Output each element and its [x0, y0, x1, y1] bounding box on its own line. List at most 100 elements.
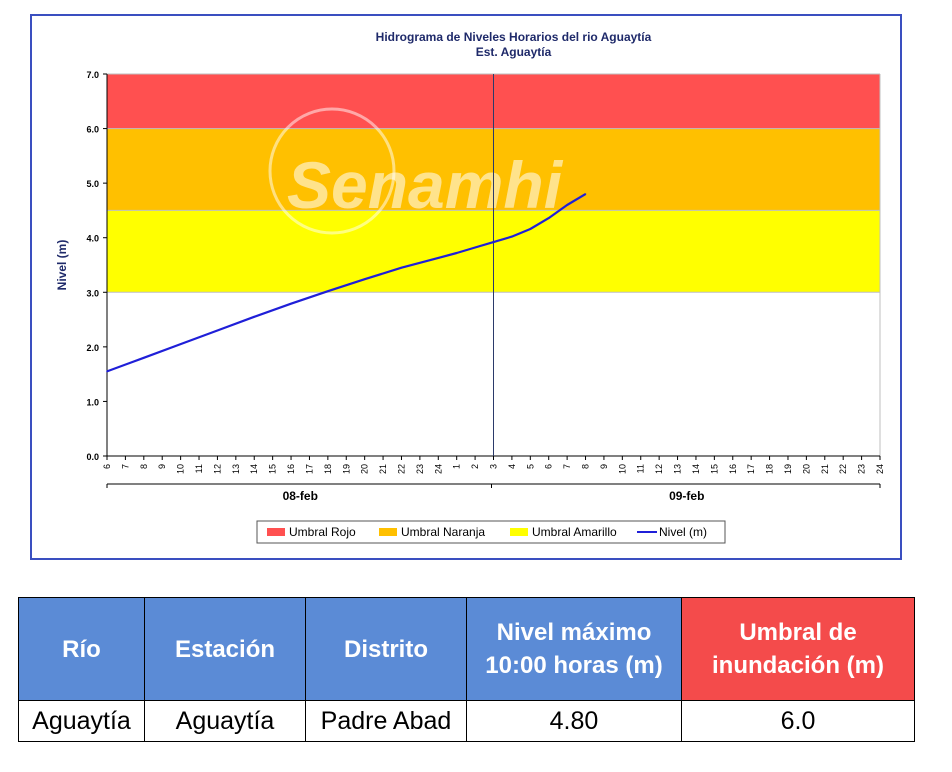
x-tick-label-31: 13 [673, 464, 683, 474]
x-tick-label-19: 1 [452, 464, 462, 469]
header-rio: Río [18, 597, 145, 701]
cell-umbral-inundacion: 6.0 [681, 700, 915, 742]
x-tick-label-27: 9 [599, 464, 609, 469]
series-point-7 [363, 278, 366, 280]
x-tick-label-30: 12 [654, 464, 664, 474]
series-point-12 [492, 241, 495, 243]
y-tick-label-2: 2.0 [86, 343, 99, 353]
x-tick-label-22: 4 [507, 464, 517, 469]
cell-rio: Aguaytía [18, 700, 145, 742]
x-tick-label-25: 7 [562, 464, 572, 469]
x-tick-label-16: 22 [396, 464, 406, 474]
x-tick-label-23: 5 [525, 464, 535, 469]
x-tick-label-2: 8 [139, 464, 149, 469]
x-tick-label-18: 24 [433, 464, 443, 474]
x-tick-label-36: 18 [765, 464, 775, 474]
hydrograph-chart: Senamhi 0.0 1.0 2.0 3.0 4.0 5.0 6.0 7.0 6 7 8 9 10 11 1… [30, 14, 902, 560]
series-point-16 [566, 204, 568, 206]
legend-swatch-2 [510, 528, 528, 536]
x-tick-label-39: 21 [820, 464, 830, 474]
summary-table: Río Estación Distrito Nivel máximo 10:00… [18, 597, 915, 742]
chart-title: Hidrograma de Niveles Horarios del rio A… [376, 30, 652, 44]
x-tick-label-35: 17 [746, 464, 756, 474]
table-row: Aguaytía Aguaytía Padre Abad 4.80 6.0 [18, 700, 915, 742]
x-tick-label-11: 17 [304, 464, 314, 474]
x-tick-label-40: 22 [838, 464, 848, 474]
header-estacion: Estación [144, 597, 306, 701]
cell-nivel-maximo: 4.80 [466, 700, 682, 742]
series-point-15 [547, 217, 550, 219]
series-point-1 [143, 356, 145, 359]
x-tick-label-12: 18 [323, 464, 333, 474]
table-header-row: Río Estación Distrito Nivel máximo 10:00… [18, 597, 915, 701]
watermark-sun-icon [268, 107, 396, 235]
x-tick-label-7: 13 [231, 464, 241, 474]
legend-swatch-1 [379, 528, 397, 536]
x-tick-label-5: 11 [194, 464, 204, 473]
series-point-5 [290, 302, 292, 305]
legend-label-3: Nivel (m) [659, 525, 707, 539]
x-tick-label-3: 9 [157, 464, 167, 469]
series-point-11 [474, 246, 476, 249]
x-tick-label-13: 19 [341, 464, 351, 474]
x-tick-label-6: 12 [212, 464, 222, 474]
series-line-nivel [106, 193, 587, 373]
x-tick-label-32: 14 [691, 464, 701, 474]
series-point-14 [529, 228, 532, 230]
series-point-3 [216, 329, 219, 332]
x-tick-label-37: 19 [783, 464, 793, 474]
y-tick-label-6: 6.0 [86, 125, 99, 135]
legend-label-2: Umbral Amarillo [532, 525, 617, 539]
series-point-4 [253, 316, 256, 318]
day-group-label-1: 09-feb [669, 489, 704, 503]
x-tick-label-24: 6 [544, 464, 554, 469]
x-tick-label-41: 23 [857, 464, 867, 474]
x-tick-label-17: 23 [415, 464, 425, 474]
x-tick-label-34: 16 [728, 464, 738, 474]
x-tick-label-26: 8 [581, 464, 591, 469]
x-tick-label-4: 10 [176, 464, 186, 474]
day-group-label-0: 08-feb [283, 489, 318, 503]
cell-estacion: Aguaytía [144, 700, 306, 742]
legend-box [256, 520, 726, 544]
x-tick-label-15: 21 [378, 464, 388, 474]
series-point-9 [437, 257, 440, 259]
chart-subtitle: Est. Aguaytía [476, 45, 552, 59]
x-tick-label-9: 15 [268, 464, 278, 474]
series-point-6 [327, 290, 329, 292]
cell-distrito: Padre Abad [305, 700, 467, 742]
legend-label-1: Umbral Naranja [401, 525, 485, 539]
x-tick-label-42: 24 [875, 464, 885, 474]
x-tick-label-38: 20 [801, 464, 811, 474]
x-tick-label-8: 14 [249, 464, 259, 474]
series-point-13 [511, 235, 513, 238]
x-tick-label-29: 11 [636, 464, 646, 473]
watermark-text: Senamhi [287, 148, 564, 222]
x-tick-label-0: 6 [102, 464, 112, 469]
x-tick-label-10: 16 [286, 464, 296, 474]
y-tick-label-1: 1.0 [86, 397, 99, 407]
header-umbral-inundacion: Umbral de inundación (m) [681, 597, 915, 701]
series-point-0 [106, 370, 108, 373]
header-distrito: Distrito [305, 597, 467, 701]
legend-label-0: Umbral Rojo [289, 525, 356, 539]
series-point-2 [179, 343, 182, 345]
y-axis-label: Nivel (m) [55, 240, 69, 291]
y-tick-label-5: 5.0 [86, 179, 99, 189]
y-tick-label-7: 7.0 [86, 70, 99, 80]
y-tick-label-4: 4.0 [86, 234, 99, 244]
legend-swatch-0 [267, 528, 285, 536]
series-point-8 [400, 266, 403, 269]
x-tick-label-14: 20 [360, 464, 370, 474]
x-tick-label-28: 10 [617, 464, 627, 474]
y-tick-label-3: 3.0 [86, 288, 99, 298]
series-point-10 [455, 252, 458, 254]
x-tick-label-20: 2 [470, 464, 480, 469]
header-nivel-maximo: Nivel máximo 10:00 horas (m) [466, 597, 682, 701]
series-point-17 [584, 193, 587, 195]
y-tick-label-0: 0.0 [86, 452, 99, 462]
x-tick-label-1: 7 [120, 464, 130, 469]
x-tick-label-33: 15 [709, 464, 719, 474]
x-tick-label-21: 3 [489, 464, 499, 469]
